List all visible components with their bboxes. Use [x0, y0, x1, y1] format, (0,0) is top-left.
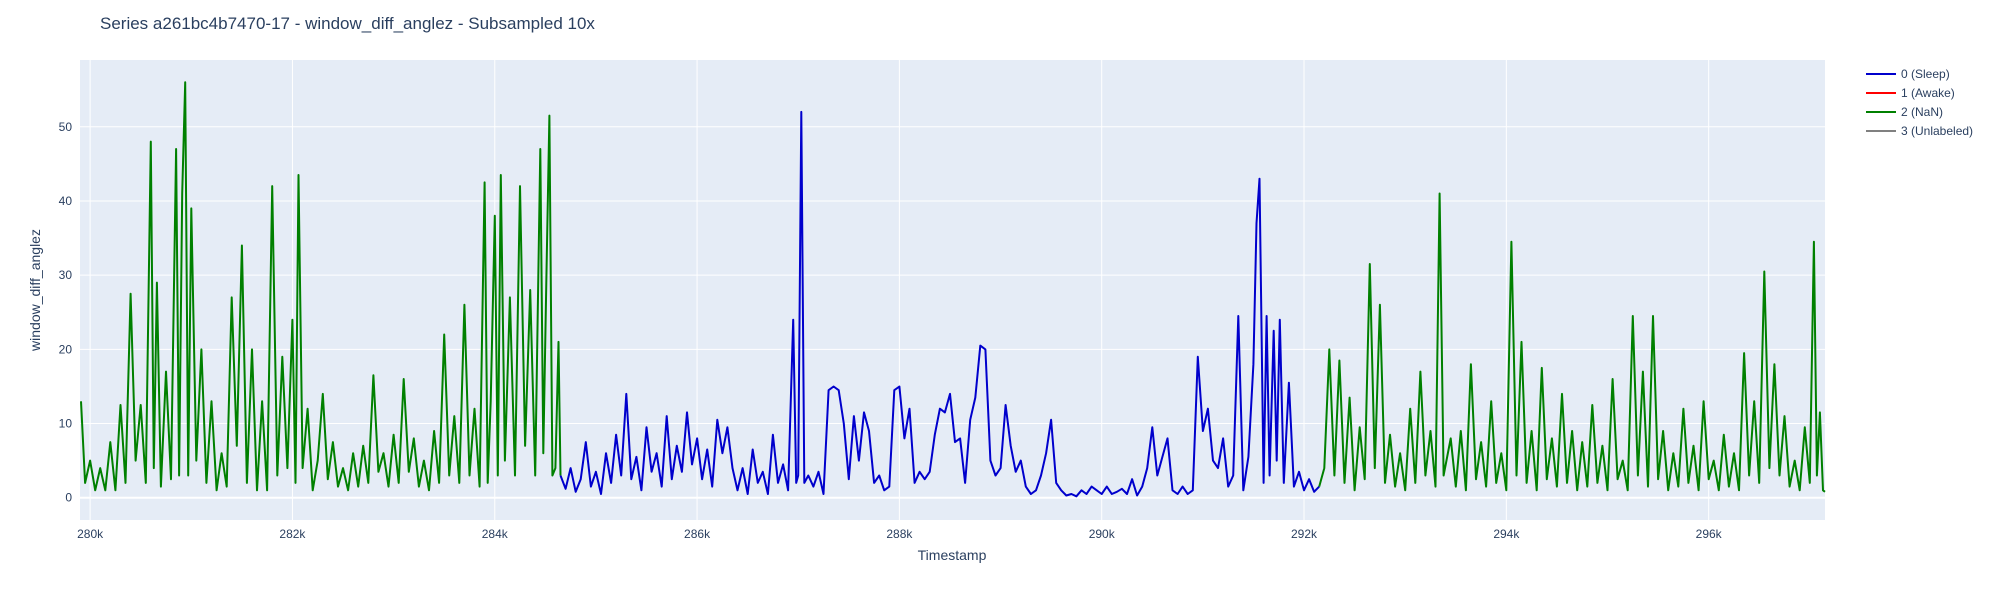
- x-tick-label: 292k: [1291, 527, 1318, 541]
- y-tick-label: 30: [59, 268, 73, 282]
- chart-title: Series a261bc4b7470-17 - window_diff_ang…: [100, 14, 595, 33]
- x-tick-label: 290k: [1089, 527, 1116, 541]
- x-axis-title: Timestamp: [918, 547, 987, 563]
- legend-item-1-awake[interactable]: 1 (Awake): [1866, 86, 1955, 100]
- y-tick-label: 50: [59, 120, 73, 134]
- y-tick-label: 20: [59, 342, 73, 356]
- series-line-2-nan: [1318, 192, 1826, 493]
- legend-item-2-nan[interactable]: 2 (NaN): [1866, 105, 1943, 119]
- legend-label: 2 (NaN): [1901, 105, 1943, 119]
- x-tick-label: 286k: [684, 527, 711, 541]
- legend-item-3-unlabeled[interactable]: 3 (Unlabeled): [1866, 124, 1973, 138]
- x-tick-labels: 280k 282k 284k 286k 288k 290k 292k 294k 296k: [77, 527, 1723, 541]
- x-tick-label: 280k: [77, 527, 104, 541]
- x-tick-label: 294k: [1493, 527, 1520, 541]
- legend-label: 1 (Awake): [1901, 86, 1955, 100]
- series-layer: [80, 81, 1826, 498]
- x-tick-label: 284k: [482, 527, 509, 541]
- legend-label: 3 (Unlabeled): [1901, 124, 1973, 138]
- y-tick-label: 0: [65, 491, 72, 505]
- series-line-2-nan: [80, 81, 562, 492]
- legend-item-0-sleep[interactable]: 0 (Sleep): [1866, 67, 1950, 81]
- plot-area: [80, 60, 1825, 520]
- y-tick-labels: 0 10 20 30 40 50: [59, 120, 73, 505]
- legend-label: 0 (Sleep): [1901, 67, 1950, 81]
- x-tick-label: 282k: [279, 527, 306, 541]
- series-line-0-sleep: [559, 110, 1320, 498]
- y-tick-label: 10: [59, 417, 73, 431]
- x-tick-label: 288k: [886, 527, 913, 541]
- legend[interactable]: 0 (Sleep) 1 (Awake) 2 (NaN) 3 (Unlabeled): [1866, 67, 1973, 138]
- y-tick-label: 40: [59, 194, 73, 208]
- x-tick-label: 296k: [1696, 527, 1723, 541]
- y-axis-title: window_diff_anglez: [27, 229, 43, 352]
